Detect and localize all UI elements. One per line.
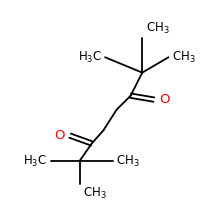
Text: CH$_3$: CH$_3$: [116, 154, 140, 169]
Text: H$_3$C: H$_3$C: [23, 154, 47, 169]
Text: O: O: [55, 129, 65, 142]
Text: H$_3$C: H$_3$C: [78, 50, 102, 65]
Text: CH$_3$: CH$_3$: [172, 50, 196, 65]
Text: CH$_3$: CH$_3$: [146, 21, 169, 36]
Text: O: O: [159, 93, 169, 106]
Text: CH$_3$: CH$_3$: [83, 186, 107, 201]
